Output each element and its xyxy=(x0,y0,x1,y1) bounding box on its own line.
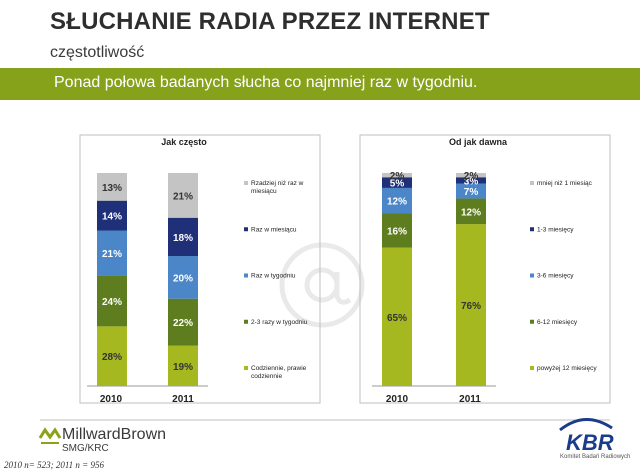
bar-segment-left-2011-4 xyxy=(168,173,198,218)
legend-label-right-2: 3-6 miesięcy xyxy=(537,273,574,280)
category-label-left-2011: 2011 xyxy=(172,394,194,405)
legend-label-left-0: Codziennie, prawie codziennie xyxy=(251,365,307,380)
data-label-left-2010-0: 28% xyxy=(102,352,122,363)
page-title: SŁUCHANIE RADIA PRZEZ INTERNET xyxy=(50,8,490,35)
legend-swatch-right-1 xyxy=(530,319,534,324)
bar-segment-left-2010-0 xyxy=(97,326,127,386)
bar-segment-right-2011-2 xyxy=(456,183,486,199)
right-panel-frame xyxy=(359,134,611,404)
category-label-right-2011: 2011 xyxy=(459,394,481,405)
bar-segment-right-2010-2 xyxy=(382,187,412,214)
data-label-left-2011-2: 20% xyxy=(173,273,193,284)
data-label-right-2011-1: 12% xyxy=(461,207,481,218)
data-label-right-2011-4: 2% xyxy=(464,171,479,182)
category-label-right-2010: 2010 xyxy=(386,394,409,405)
data-label-right-2011-0: 76% xyxy=(461,301,481,312)
category-label-left-2010: 2010 xyxy=(100,394,123,405)
legend-label-right-0: powyżej 12 miesięcy xyxy=(537,365,597,372)
chart-od-jak-dawna: Od jak dawna65%16%12%5%2%201076%12%7%3%2… xyxy=(372,137,597,405)
millwardbrown-logo-text: MillwardBrown xyxy=(62,426,167,443)
data-label-left-2010-3: 14% xyxy=(102,212,122,223)
kbr-logo-subtitle: Komitet Badań Radiowych xyxy=(560,454,631,460)
legend-swatch-left-3 xyxy=(244,227,248,232)
legend-label-right-1: 6-12 miesięcy xyxy=(537,319,578,326)
data-label-left-2011-1: 22% xyxy=(173,318,193,329)
bar-segment-right-2010-4 xyxy=(382,173,412,178)
bar-segment-left-2011-2 xyxy=(168,256,198,299)
chart-jak-czesto: Jak często 28% 24% 21% 14% 13% 2010 19% 22% 20% 18… xyxy=(87,137,308,405)
banner-text: Ponad połowa badanych słucha co najmniej… xyxy=(54,74,478,91)
footer-decoration xyxy=(38,418,613,444)
data-label-right-2010-1: 16% xyxy=(387,227,407,238)
legend-swatch-right-2 xyxy=(530,273,534,278)
data-label-left-2011-0: 19% xyxy=(173,362,193,373)
smg-krc-label: SMG/KRC xyxy=(62,443,109,454)
legend-swatch-right-4 xyxy=(530,181,534,185)
legend-label-right-3: 1-3 miesięcy xyxy=(537,226,574,233)
kbr-wave-icon xyxy=(559,418,613,432)
bar-segment-left-2010-1 xyxy=(97,275,127,327)
at-watermark-icon xyxy=(279,242,365,328)
legend-swatch-left-0 xyxy=(244,366,248,370)
data-label-left-2010-2: 21% xyxy=(102,249,122,260)
data-label-right-2010-4: 2% xyxy=(390,171,405,182)
highlight-banner: Ponad połowa badanych słucha co najmniej… xyxy=(0,68,640,100)
bar-segment-left-2010-4 xyxy=(97,173,127,201)
chart-title-right: Od jak dawna xyxy=(449,137,508,147)
charts-area: Jak często 28% 24% 21% 14% 13% 2010 19% 22% 20% 18… xyxy=(79,134,611,405)
data-label-left-2010-4: 13% xyxy=(102,183,122,194)
data-label-right-2010-3: 5% xyxy=(390,179,405,190)
bar-segment-left-2010-2 xyxy=(97,230,127,276)
bar-segment-right-2010-0 xyxy=(382,247,412,386)
legend-swatch-right-0 xyxy=(530,366,534,370)
bar-segment-right-2011-4 xyxy=(456,173,486,178)
legend-swatch-right-3 xyxy=(530,227,534,232)
legend-swatch-left-1 xyxy=(244,319,248,324)
millwardbrown-mark-icon xyxy=(38,427,62,444)
bar-segment-left-2011-1 xyxy=(168,298,198,346)
data-label-right-2010-0: 65% xyxy=(387,313,407,324)
legend-label-left-2: Raz w tygodniu xyxy=(251,273,296,280)
data-label-right-2011-3: 3% xyxy=(464,176,479,187)
left-panel-frame xyxy=(79,134,321,404)
data-label-left-2011-3: 18% xyxy=(173,233,193,244)
legend-label-left-3: Raz w miesiącu xyxy=(251,226,297,233)
millwardbrown-logo: MillwardBrown xyxy=(42,426,166,444)
page-subtitle: częstotliwość xyxy=(50,44,145,61)
legend-swatch-left-4 xyxy=(244,181,248,185)
bar-segment-right-2011-1 xyxy=(456,198,486,225)
bar-segment-left-2011-0 xyxy=(168,345,198,386)
bar-segment-right-2010-3 xyxy=(382,177,412,188)
data-label-left-2011-4: 21% xyxy=(173,191,193,202)
legend-swatch-left-2 xyxy=(244,273,248,278)
legend-label-left-1: 2-3 razy w tygodniu xyxy=(251,319,308,326)
bar-segment-left-2010-3 xyxy=(97,200,127,231)
data-label-right-2011-2: 7% xyxy=(464,187,479,198)
legend-label-left-4: Rzadziej niż raz w miesiącu xyxy=(251,180,304,195)
data-label-right-2010-2: 12% xyxy=(387,197,407,208)
bar-segment-left-2011-3 xyxy=(168,217,198,257)
data-label-left-2010-1: 24% xyxy=(102,297,122,308)
bar-segment-right-2011-3 xyxy=(456,177,486,184)
legend-label-right-4: mniej niż 1 miesiąc xyxy=(537,180,593,187)
kbr-logo: KBR xyxy=(566,430,614,455)
sample-size-note: 2010 n= 523; 2011 n = 956 xyxy=(4,460,104,470)
bar-segment-right-2011-0 xyxy=(456,224,486,386)
chart-title-left: Jak często xyxy=(161,137,207,147)
bar-segment-right-2010-1 xyxy=(382,213,412,248)
